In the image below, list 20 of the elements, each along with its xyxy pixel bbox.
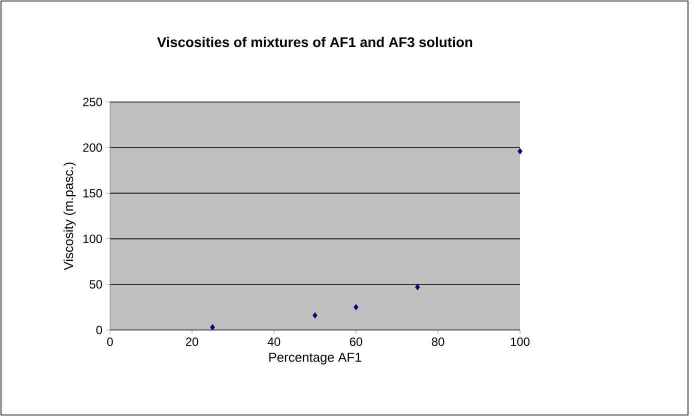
y-tick-label: 0 [96,326,102,334]
y-tick-label: 50 [90,280,102,289]
x-tick-label: 40 [268,338,280,346]
x-tick-label: 20 [186,338,198,346]
point [312,312,318,319]
x-tick-label: 60 [350,338,362,346]
y-tick-label: 250 [83,98,102,106]
x-axis-title: Percentage AF1 [269,352,362,364]
x-tick-label: 100 [510,338,530,346]
point [518,148,522,154]
y-axis-title: Viscosity (m.pasc.) [64,162,76,270]
y-tick-label: 100 [83,234,102,244]
y-tick-label: 150 [83,188,102,198]
point [415,284,420,290]
chart-title: Viscosities of mixtures of AF1 and AF3 solution [157,36,472,48]
x-tick-label: 0 [107,338,113,346]
y-tick-label: 200 [83,143,102,152]
x-tick-label: 80 [432,338,444,346]
point [210,324,215,330]
point [354,304,358,310]
